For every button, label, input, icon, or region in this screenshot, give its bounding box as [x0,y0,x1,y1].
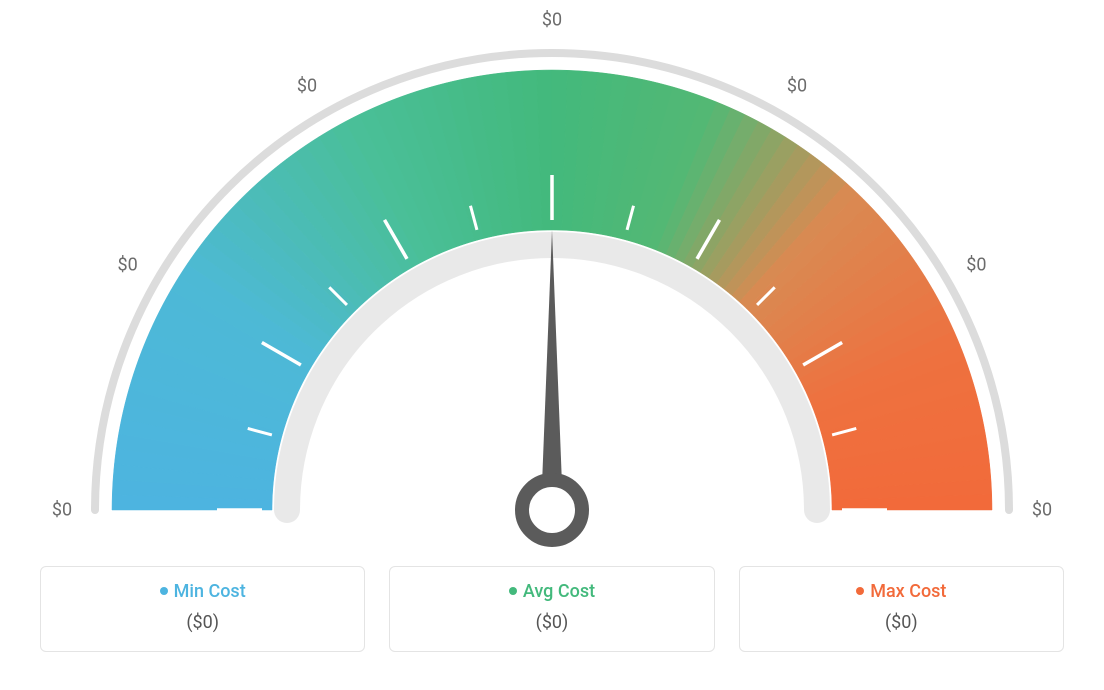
legend-value-min: ($0) [41,612,364,633]
legend-value-avg: ($0) [390,612,713,633]
legend-card-min: Min Cost ($0) [40,566,365,652]
legend-dot-min [160,587,168,595]
gauge-tick-label: $0 [118,255,138,276]
legend-label-avg: Avg Cost [523,581,595,602]
legend-value-max: ($0) [740,612,1063,633]
legend-card-max: Max Cost ($0) [739,566,1064,652]
gauge-tick-label: $0 [787,75,807,96]
legend-title-min: Min Cost [41,581,364,602]
legend-label-max: Max Cost [870,581,946,602]
legend-dot-max [856,587,864,595]
legend-label-min: Min Cost [174,581,246,602]
legend-title-max: Max Cost [740,581,1063,602]
legend-row: Min Cost ($0) Avg Cost ($0) Max Cost ($0… [40,566,1064,652]
legend-title-avg: Avg Cost [390,581,713,602]
gauge-tick-label: $0 [52,500,72,521]
gauge-tick-label: $0 [966,255,986,276]
legend-card-avg: Avg Cost ($0) [389,566,714,652]
gauge-chart: $0 $0 $0 $0 $0 $0 $0 [0,0,1104,560]
gauge-svg [0,30,1104,570]
legend-dot-avg [509,587,517,595]
gauge-tick-label: $0 [542,10,562,31]
gauge-tick-label: $0 [297,75,317,96]
gauge-tick-label: $0 [1032,500,1052,521]
